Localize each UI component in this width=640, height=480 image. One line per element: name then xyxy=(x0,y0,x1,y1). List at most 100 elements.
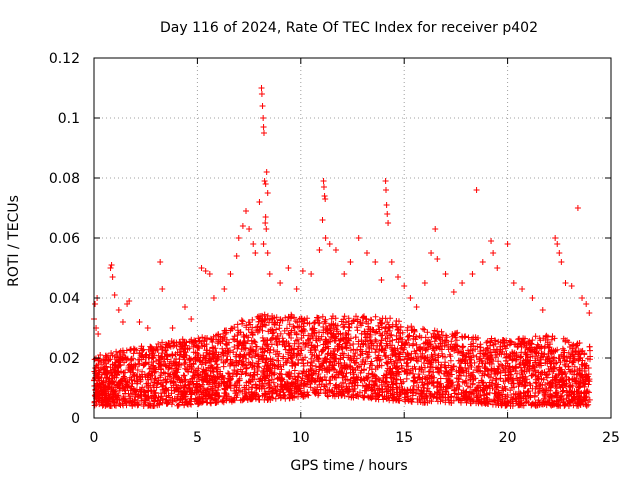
data-point xyxy=(322,235,329,241)
data-point xyxy=(115,307,122,313)
data-point xyxy=(108,262,115,268)
data-point xyxy=(227,271,234,277)
data-point xyxy=(277,280,284,286)
data-point xyxy=(539,307,546,313)
data-point xyxy=(568,283,575,289)
x-axis-ticks: 0 5 10 15 20 25 xyxy=(90,58,620,446)
data-point xyxy=(239,223,246,229)
data-point xyxy=(263,169,270,175)
x-tick-label: 15 xyxy=(395,430,413,446)
y-tick-label: 0.12 xyxy=(49,51,80,67)
data-point xyxy=(221,286,228,292)
dense-data-band xyxy=(91,311,594,409)
data-point xyxy=(434,256,441,262)
data-point xyxy=(261,178,268,184)
data-point xyxy=(181,304,188,310)
data-point xyxy=(246,226,253,232)
data-point xyxy=(372,259,379,265)
data-point xyxy=(285,265,292,271)
data-point xyxy=(233,253,240,259)
data-point xyxy=(260,115,267,121)
y-tick-label: 0 xyxy=(71,411,80,427)
data-point xyxy=(316,247,323,253)
data-point xyxy=(144,325,151,331)
x-tick-label: 0 xyxy=(90,430,99,446)
data-point xyxy=(198,265,205,271)
data-point xyxy=(347,259,354,265)
data-point xyxy=(341,271,348,277)
data-point xyxy=(264,190,271,196)
data-point xyxy=(260,241,267,247)
data-point xyxy=(382,178,389,184)
x-tick-label: 20 xyxy=(499,430,517,446)
data-point xyxy=(394,274,401,280)
data-point xyxy=(413,304,420,310)
data-point xyxy=(554,241,561,247)
data-point xyxy=(574,205,581,211)
y-tick-label: 0.1 xyxy=(58,111,80,127)
data-point xyxy=(556,250,563,256)
data-point xyxy=(469,271,476,277)
data-point xyxy=(319,217,326,223)
data-point xyxy=(111,292,118,298)
data-point xyxy=(299,268,306,274)
data-point xyxy=(210,295,217,301)
data-point xyxy=(450,289,457,295)
data-point xyxy=(428,250,435,256)
data-point xyxy=(202,268,209,274)
data-point xyxy=(583,301,590,307)
data-point xyxy=(159,286,166,292)
y-axis-label: ROTI / TECUs xyxy=(6,195,22,287)
dense-band-markers xyxy=(91,311,594,409)
data-point xyxy=(260,124,267,130)
data-point xyxy=(308,271,315,277)
y-tick-label: 0.08 xyxy=(49,171,80,187)
data-point xyxy=(293,286,300,292)
data-point xyxy=(259,103,266,109)
data-point xyxy=(320,178,327,184)
x-tick-label: 10 xyxy=(292,430,310,446)
data-point xyxy=(407,295,414,301)
data-point xyxy=(250,241,257,247)
data-point xyxy=(260,130,267,136)
data-point xyxy=(256,199,263,205)
data-points xyxy=(91,85,593,358)
data-point xyxy=(136,319,143,325)
data-point xyxy=(97,352,104,358)
data-point xyxy=(322,196,329,202)
data-point xyxy=(586,310,593,316)
data-point xyxy=(552,235,559,241)
data-point xyxy=(421,280,428,286)
data-point xyxy=(126,298,133,304)
data-point xyxy=(169,325,176,331)
data-point xyxy=(519,286,526,292)
data-point xyxy=(494,265,501,271)
data-point xyxy=(119,319,126,325)
data-point xyxy=(504,241,511,247)
x-tick-label: 5 xyxy=(193,430,202,446)
y-tick-label: 0.04 xyxy=(49,291,80,307)
data-point xyxy=(320,184,327,190)
data-point xyxy=(432,226,439,232)
y-tick-label: 0.06 xyxy=(49,231,80,247)
data-point xyxy=(388,259,395,265)
data-point xyxy=(321,193,328,199)
data-point xyxy=(242,208,249,214)
data-point xyxy=(235,235,242,241)
x-axis-label: GPS time / hours xyxy=(290,458,407,474)
data-point xyxy=(384,211,391,217)
y-tick-label: 0.02 xyxy=(49,351,80,367)
data-point xyxy=(258,85,265,91)
data-point xyxy=(473,187,480,193)
data-point xyxy=(264,250,271,256)
data-point xyxy=(510,280,517,286)
data-point xyxy=(442,271,449,277)
data-point xyxy=(262,214,269,220)
data-point xyxy=(109,274,116,280)
data-point xyxy=(95,331,102,337)
data-point xyxy=(355,235,362,241)
data-point xyxy=(252,250,259,256)
data-point xyxy=(332,247,339,253)
